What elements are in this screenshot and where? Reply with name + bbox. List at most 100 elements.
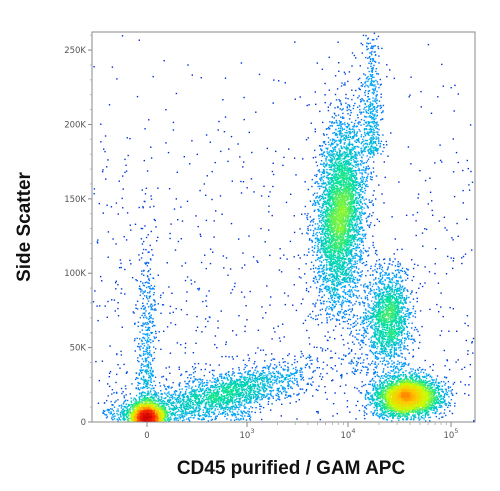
event-dot (334, 182, 336, 184)
event-dot (186, 406, 189, 408)
event-dot (174, 419, 176, 421)
event-dot (198, 378, 200, 380)
event-dot (221, 390, 223, 392)
event-dot (218, 386, 220, 388)
event-dot (163, 417, 165, 419)
event-dot (371, 108, 373, 110)
event-dot (259, 377, 262, 379)
event-dot (129, 410, 131, 412)
event-dot (194, 392, 196, 394)
event-dot (141, 415, 143, 417)
event-dot (142, 410, 145, 412)
event-dot (357, 362, 359, 364)
event-dot (305, 139, 308, 141)
event-dot (354, 171, 356, 173)
event-dot (160, 399, 163, 401)
event-dot (161, 409, 164, 411)
event-dot (339, 312, 341, 314)
event-dot (323, 134, 325, 136)
event-dot (260, 349, 262, 351)
event-dot (160, 416, 162, 418)
event-dot (275, 399, 277, 402)
event-dot (139, 410, 141, 413)
event-dot (170, 394, 172, 397)
event-dot (281, 380, 283, 382)
event-dot (261, 398, 263, 401)
event-dot (154, 418, 156, 420)
event-dot (204, 392, 206, 394)
event-dot (329, 199, 331, 202)
event-dot (350, 222, 352, 224)
event-dot (340, 145, 342, 147)
event-dot (285, 393, 287, 396)
event-dot (248, 398, 250, 400)
event-dot (332, 138, 335, 141)
event-dot (209, 386, 212, 389)
event-dot (168, 408, 170, 410)
event-dot (325, 194, 328, 196)
event-dot (189, 393, 191, 395)
event-dot (357, 194, 359, 196)
event-dot (195, 391, 197, 393)
event-dot (345, 93, 347, 96)
event-dot (122, 408, 124, 410)
event-dot (267, 381, 270, 384)
event-dot (261, 398, 263, 400)
event-dot (252, 374, 255, 377)
event-dot (156, 415, 159, 417)
event-dot (324, 248, 326, 251)
event-dot (247, 379, 249, 381)
event-dot (225, 408, 227, 410)
event-dot (221, 405, 223, 407)
event-dot (239, 406, 241, 408)
event-dot (175, 405, 178, 408)
event-dot (353, 263, 355, 266)
event-dot (269, 393, 271, 395)
event-dot (225, 374, 227, 376)
event-dot (231, 377, 233, 380)
event-dot (155, 416, 157, 418)
event-dot (178, 416, 180, 418)
event-dot (243, 388, 245, 390)
event-dot (188, 374, 190, 376)
event-dot (249, 370, 251, 372)
event-dot (273, 372, 275, 375)
event-dot (290, 387, 292, 389)
event-dot (357, 281, 359, 284)
event-dot (206, 391, 208, 394)
event-dot (193, 393, 195, 396)
event-dot (268, 398, 270, 400)
event-dot (364, 133, 366, 135)
event-dot (341, 164, 344, 166)
event-dot (191, 386, 193, 388)
event-dot (339, 303, 341, 306)
event-dot (258, 389, 261, 391)
event-dot (353, 135, 355, 137)
event-dot (288, 375, 291, 377)
event-dot (169, 413, 172, 415)
event-dot (344, 300, 346, 302)
event-dot (162, 414, 164, 417)
event-dot (231, 393, 234, 395)
event-dot (244, 406, 246, 408)
event-dot (146, 417, 148, 420)
event-dot (182, 394, 184, 396)
event-dot (172, 396, 174, 399)
event-dot (312, 381, 314, 383)
event-dot (353, 224, 355, 226)
event-dot (290, 372, 292, 374)
event-dot (357, 216, 359, 219)
event-dot (296, 394, 298, 396)
event-dot (154, 415, 156, 418)
event-dot (227, 404, 229, 406)
event-dot (345, 165, 347, 168)
event-dot (361, 240, 363, 242)
event-dot (261, 373, 264, 375)
event-dot (185, 388, 188, 391)
event-dot (245, 381, 248, 383)
event-dot (128, 404, 131, 407)
event-dot (324, 386, 326, 388)
event-dot (321, 290, 323, 293)
event-dot (254, 369, 256, 371)
event-dot (355, 160, 357, 162)
